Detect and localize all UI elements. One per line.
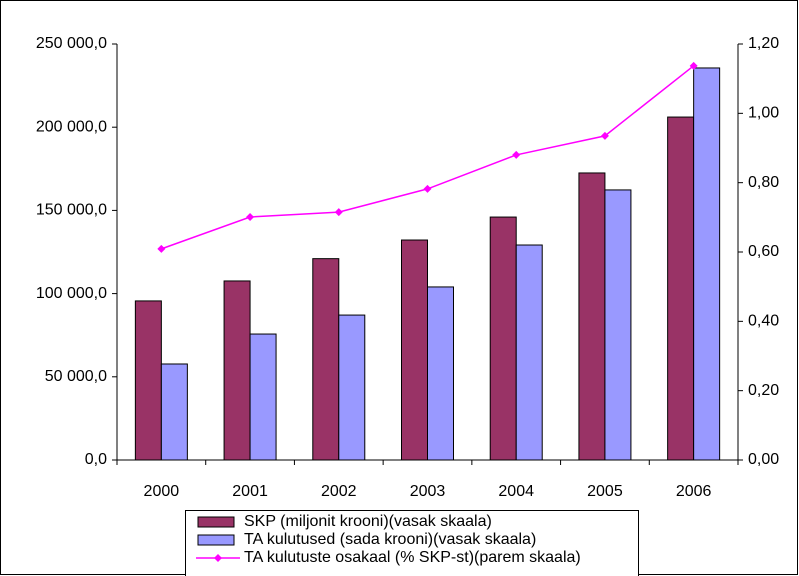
legend-box <box>185 510 639 576</box>
x-tick-label: 2006 <box>676 483 712 500</box>
y2-tick-label: 0,80 <box>748 174 779 191</box>
bar <box>489 216 517 461</box>
line-marker <box>600 131 609 140</box>
line-marker <box>157 244 166 253</box>
y2-tick-label: 1,20 <box>748 35 779 52</box>
bar <box>338 314 366 461</box>
bar <box>223 280 251 461</box>
x-tick-label: 2001 <box>232 483 268 500</box>
y2-tick-label: 0,00 <box>748 451 779 468</box>
bar <box>667 116 695 461</box>
y-tick-label: 100 000,0 <box>36 285 107 302</box>
line-marker <box>334 208 343 217</box>
legend-label: SKP (miljonit krooni)(vasak skaala) <box>244 513 492 530</box>
y-tick-label: 250 000,0 <box>36 35 107 52</box>
legend-swatch <box>197 534 235 546</box>
y-tick-label: 200 000,0 <box>36 118 107 135</box>
x-tick-label: 2003 <box>410 483 446 500</box>
x-tick-label: 2005 <box>587 483 623 500</box>
line-marker <box>423 184 432 193</box>
line-marker <box>689 61 698 70</box>
legend-label: TA kulutused (sada krooni)(vasak skaala) <box>244 531 536 548</box>
bar <box>160 363 188 461</box>
y-tick-label: 150 000,0 <box>36 202 107 219</box>
y2-tick-label: 0,40 <box>748 313 779 330</box>
line-marker <box>512 150 521 159</box>
x-tick-label: 2002 <box>321 483 357 500</box>
bar <box>312 258 340 461</box>
y2-tick-label: 1,00 <box>748 105 779 122</box>
bar <box>249 333 277 461</box>
x-tick-label: 2004 <box>498 483 534 500</box>
legend-label: TA kulutuste osakaal (% SKP-st)(parem sk… <box>244 549 581 566</box>
y-tick-label: 50 000,0 <box>45 368 107 385</box>
bar <box>604 189 632 461</box>
bar <box>427 286 454 461</box>
x-tick-label: 2000 <box>144 483 180 500</box>
y-tick-label: 0,0 <box>85 451 107 468</box>
bar <box>693 67 721 461</box>
legend-marker <box>214 554 222 562</box>
y2-tick-label: 0,20 <box>748 382 779 399</box>
bar <box>515 244 543 461</box>
y2-tick-label: 0,60 <box>748 243 779 260</box>
bar <box>401 239 428 461</box>
bar <box>134 300 162 461</box>
legend-swatch <box>197 516 235 528</box>
line-marker <box>246 212 255 221</box>
bar <box>578 172 606 461</box>
